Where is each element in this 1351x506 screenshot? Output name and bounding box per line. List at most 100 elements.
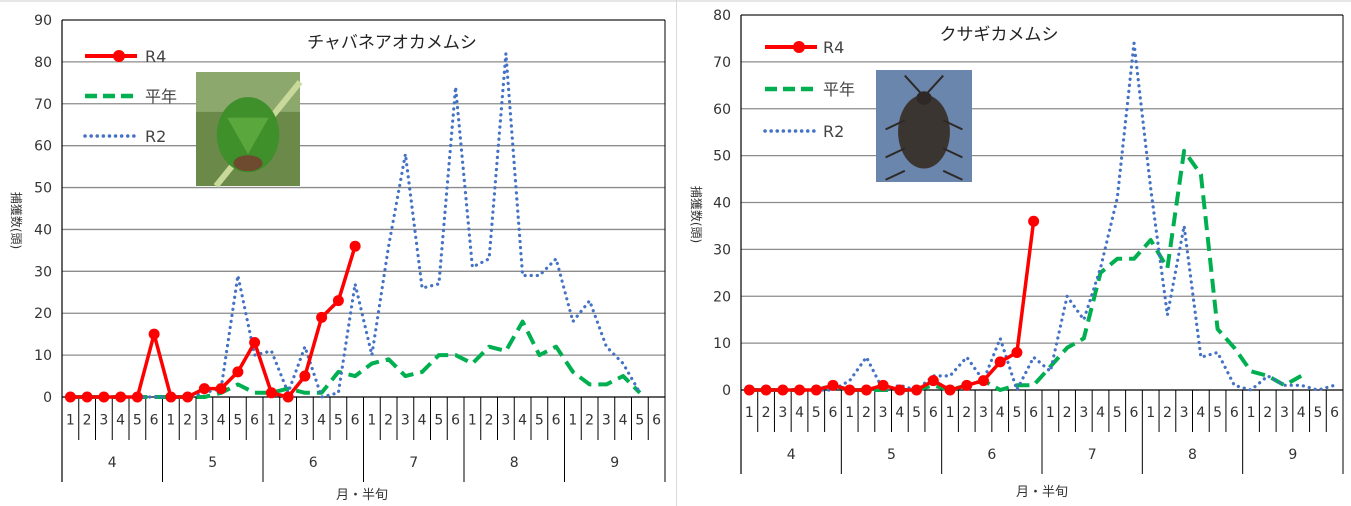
month-label: 4 (787, 447, 796, 463)
y-tick-label: 0 (43, 390, 52, 406)
x-tick-label: 1 (1146, 405, 1155, 421)
x-tick-label: 2 (962, 405, 971, 421)
series-line-R4 (70, 245, 357, 399)
x-tick-label: 1 (568, 413, 577, 429)
x-tick-label: 4 (518, 413, 527, 429)
data-point-R4 (198, 383, 210, 395)
data-point-R4 (215, 383, 227, 395)
x-tick-label: 5 (635, 413, 644, 429)
x-tick-label: 3 (778, 405, 787, 421)
series-line-R2 (68, 51, 642, 399)
top-border (0, 0, 1351, 2)
data-point-R4 (316, 311, 328, 323)
x-tick-label: 5 (233, 413, 242, 429)
x-tick-label: 4 (116, 413, 125, 429)
x-tick-label: 4 (1196, 405, 1205, 421)
data-point-R4 (349, 240, 361, 252)
x-tick-label: 6 (552, 413, 561, 429)
data-point-R4 (332, 295, 344, 307)
x-tick-label: 6 (1130, 405, 1139, 421)
bug-antenna (904, 74, 921, 94)
x-tick-label: 3 (979, 405, 988, 421)
legend-label-R2: R2 (823, 122, 844, 141)
x-tick-label: 3 (879, 405, 888, 421)
brown-marmorated-stink-bug-photo (876, 70, 972, 182)
y-tick-label: 30 (713, 242, 731, 258)
month-label: 5 (887, 447, 896, 463)
x-tick-label: 4 (1297, 405, 1306, 421)
x-tick-label: 5 (912, 405, 921, 421)
x-tick-label: 1 (367, 413, 376, 429)
x-tick-label: 4 (895, 405, 904, 421)
bug-body (898, 94, 950, 169)
bug-leg (942, 147, 963, 159)
month-label: 6 (309, 455, 318, 471)
x-tick-label: 6 (1029, 405, 1038, 421)
x-tick-label: 6 (250, 413, 259, 429)
y-tick-label: 50 (713, 149, 731, 165)
x-axis-title: 月・半旬 (336, 488, 388, 503)
data-point-R4 (743, 384, 755, 396)
bug-shield (227, 117, 269, 155)
y-axis-title: 捕獲数(頭) (9, 192, 24, 249)
x-tick-label: 4 (418, 413, 427, 429)
data-point-R4 (760, 384, 772, 396)
y-tick-label: 30 (34, 264, 52, 280)
series-line-R2 (747, 41, 1337, 392)
x-tick-label: 4 (1096, 405, 1105, 421)
y-tick-label: 10 (34, 348, 52, 364)
x-tick-label: 5 (812, 405, 821, 421)
x-tick-label: 3 (1180, 405, 1189, 421)
data-point-R4 (977, 375, 989, 387)
x-tick-label: 2 (1163, 405, 1172, 421)
y-tick-label: 10 (713, 336, 731, 352)
x-tick-label: 5 (434, 413, 443, 429)
data-point-R4 (81, 391, 93, 403)
x-axis-title: 月・半旬 (1016, 485, 1068, 500)
month-label: 8 (510, 455, 519, 471)
x-tick-label: 5 (334, 413, 343, 429)
x-tick-label: 6 (351, 413, 360, 429)
chart-title: チャバネアオカメムシ (307, 33, 477, 53)
bug-head (916, 91, 932, 105)
x-tick-label: 1 (745, 405, 754, 421)
data-point-R4 (1011, 347, 1023, 358)
chart-divider (676, 0, 677, 506)
x-tick-label: 2 (284, 413, 293, 429)
bug-leg (942, 169, 963, 181)
data-point-R4 (115, 391, 127, 403)
legend-marker-R4 (793, 41, 805, 53)
data-point-R4 (827, 379, 839, 391)
data-point-R4 (844, 384, 856, 396)
x-tick-label: 6 (451, 413, 460, 429)
data-point-R4 (131, 391, 143, 403)
x-tick-label: 6 (929, 405, 938, 421)
x-tick-label: 6 (1230, 405, 1239, 421)
x-tick-label: 6 (829, 405, 838, 421)
bug-antenna (927, 74, 944, 94)
data-point-R4 (182, 391, 194, 403)
y-tick-label: 70 (34, 97, 52, 113)
x-tick-label: 1 (66, 413, 75, 429)
x-tick-label: 5 (1313, 405, 1322, 421)
x-tick-label: 5 (1012, 405, 1021, 421)
legend-label-R4: R4 (823, 38, 844, 57)
x-tick-label: 4 (217, 413, 226, 429)
data-point-R4 (148, 328, 160, 340)
bug-leg (885, 147, 906, 159)
x-tick-label: 2 (384, 413, 393, 429)
data-point-R4 (994, 356, 1006, 368)
legend-label-R4: R4 (145, 47, 166, 66)
data-point-R4 (927, 375, 939, 387)
x-tick-label: 2 (585, 413, 594, 429)
x-tick-label: 4 (619, 413, 628, 429)
bug-leg (942, 119, 963, 131)
y-tick-label: 20 (713, 289, 731, 305)
x-tick-label: 4 (317, 413, 326, 429)
series-line-平年 (70, 319, 642, 399)
data-point-R4 (777, 384, 789, 396)
x-tick-label: 4 (795, 405, 804, 421)
data-point-R4 (98, 391, 110, 403)
